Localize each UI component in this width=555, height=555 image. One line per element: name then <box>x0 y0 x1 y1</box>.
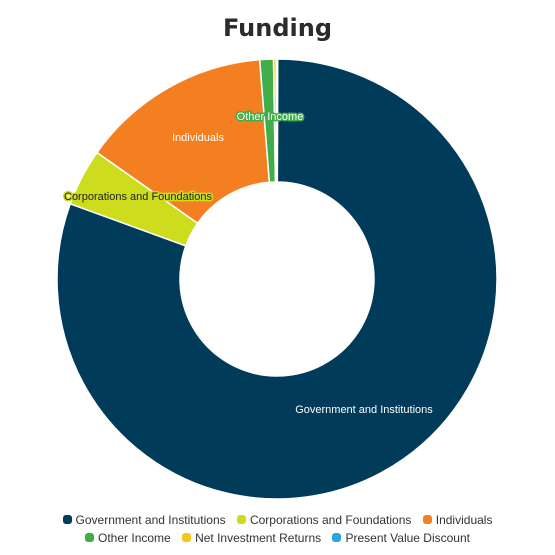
legend-label: Net Investment Returns <box>195 531 322 545</box>
legend-row-2: Other Income Net Investment Returns Pres… <box>0 531 555 545</box>
legend-label: Government and Institutions <box>75 513 226 527</box>
chart-title: Funding <box>222 14 333 42</box>
legend-item-corporations[interactable]: Corporations and Foundations <box>236 513 412 527</box>
legend-label: Present Value Discount <box>345 531 470 545</box>
slice-government-and-institutions[interactable] <box>56 58 498 500</box>
legend-swatch <box>62 515 72 525</box>
legend-row-1: Government and Institutions Corporations… <box>0 513 555 527</box>
legend-item-present-value[interactable]: Present Value Discount <box>332 531 470 545</box>
slices-group <box>56 58 498 500</box>
labels-group: Government and Institutions Corporations … <box>63 109 434 416</box>
data-label-other-income: Other Income <box>237 111 304 123</box>
data-label-government-and-institutions: Government and Institutions <box>295 404 433 416</box>
legend-swatch <box>85 533 95 543</box>
legend-item-net-investment[interactable]: Net Investment Returns <box>182 531 321 545</box>
legend-swatch <box>332 533 342 543</box>
legend-label: Corporations and Foundations <box>249 513 412 527</box>
slice-individuals[interactable] <box>95 58 271 225</box>
legend-swatch <box>422 515 432 525</box>
data-label-individuals: Individuals <box>172 132 224 144</box>
legend-item-individuals[interactable]: Individuals <box>422 513 493 527</box>
slice-present-value-discount[interactable] <box>275 58 279 183</box>
data-label-corporations-and-foundations: Corporations and Foundations <box>64 191 212 203</box>
legend-label: Other Income <box>98 531 171 545</box>
legend-swatch <box>182 533 192 543</box>
legend-item-government[interactable]: Government and Institutions <box>62 513 226 527</box>
legend-item-other-income[interactable]: Other Income <box>85 531 171 545</box>
legend-label: Individuals <box>435 513 493 527</box>
legend-swatch <box>236 515 246 525</box>
